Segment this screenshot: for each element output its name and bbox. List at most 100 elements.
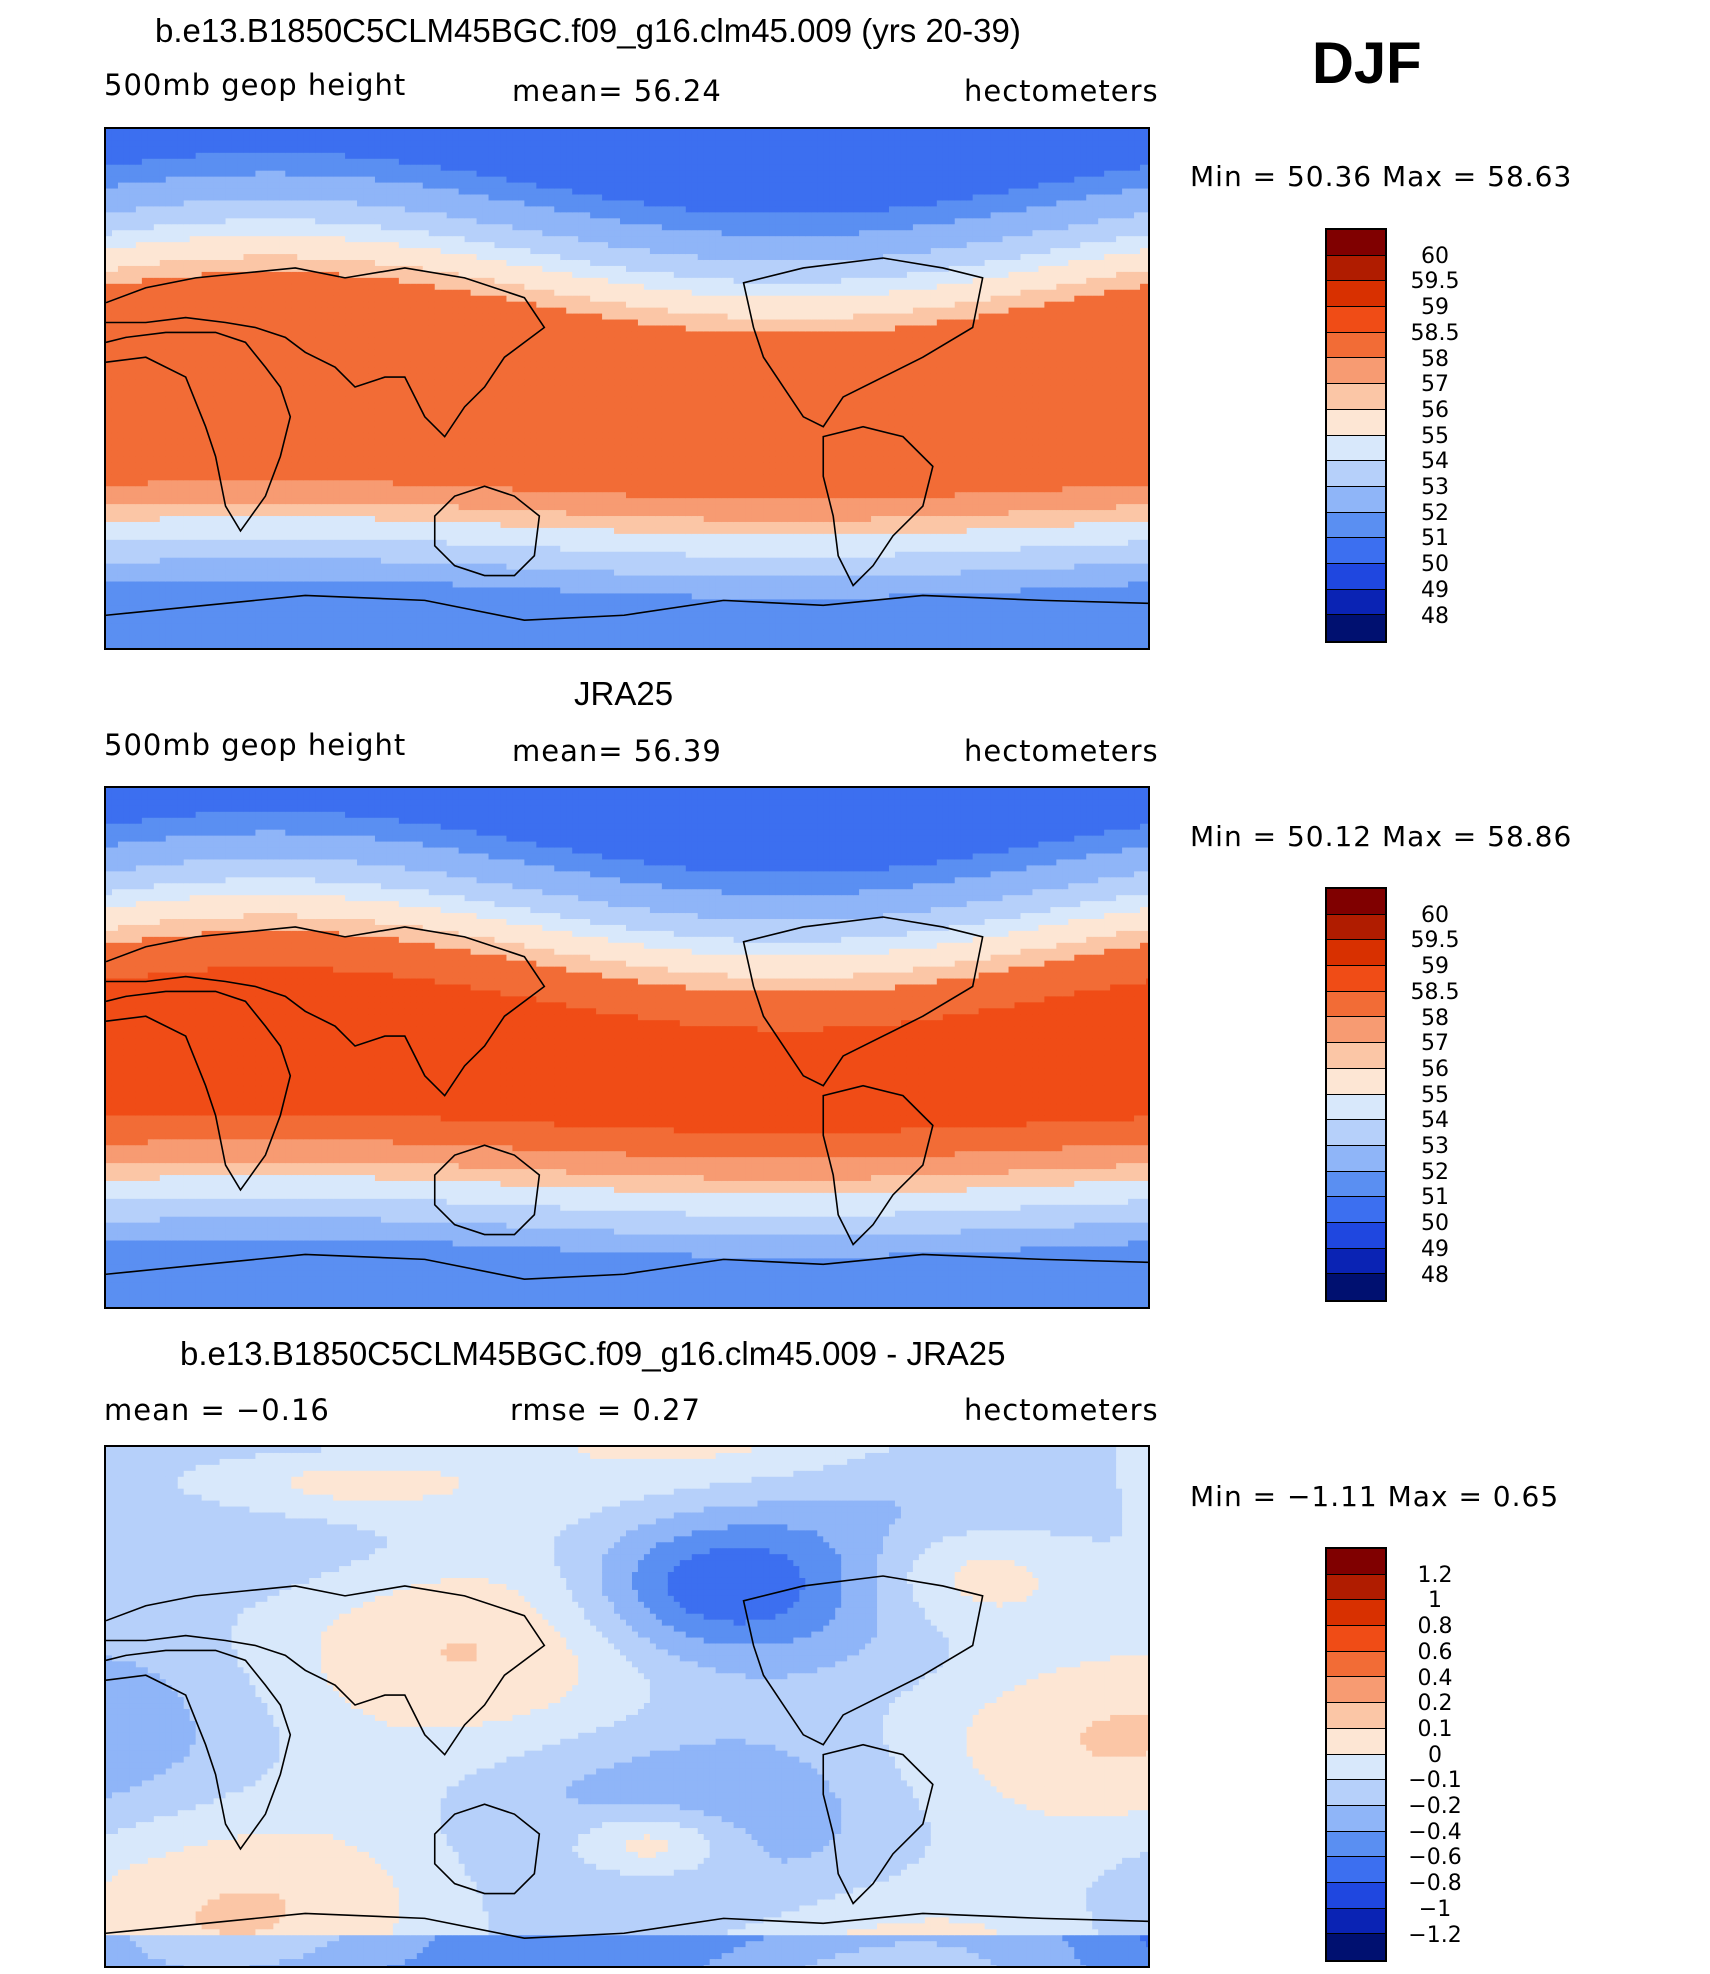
coastline: [106, 594, 1148, 622]
coastline: [106, 1912, 1148, 1940]
panel3-rmse: rmse = 0.27: [510, 1393, 701, 1427]
colorbar-2-swatch: [1327, 1197, 1385, 1223]
colorbar-label: 54: [1395, 1110, 1475, 1132]
colorbar-label: 58.5: [1395, 981, 1475, 1004]
colorbar-label: −0.6: [1395, 1847, 1475, 1869]
panel2-variable: 500mb geop height: [104, 728, 406, 762]
colorbar-2-swatch: [1327, 1145, 1385, 1172]
colorbar-label: −0.1: [1395, 1770, 1475, 1792]
colorbar-1-swatch: [1327, 281, 1385, 308]
colorbar-2-swatch: [1327, 914, 1385, 941]
colorbar-2-swatch: [1327, 1068, 1385, 1095]
colorbar-2-swatch: [1327, 1017, 1385, 1044]
colorbar-label: −0.4: [1395, 1821, 1475, 1844]
colorbar-label: 59.5: [1395, 271, 1475, 293]
colorbar-1-swatch: [1327, 589, 1385, 616]
colorbar-label: −1.2: [1395, 1924, 1475, 1947]
panel2-colorbar: [1325, 887, 1387, 1303]
panel2-mean: mean= 56.39: [512, 734, 722, 768]
colorbar-1-swatch: [1327, 230, 1385, 256]
panel1-minmax: Min = 50.36 Max = 58.63: [1190, 160, 1572, 193]
colorbar-1-swatch: [1327, 332, 1385, 359]
colorbar-1-swatch: [1327, 486, 1385, 513]
colorbar-3-swatch: [1327, 1651, 1385, 1678]
colorbar-1-swatch: [1327, 255, 1385, 282]
coastline: [742, 916, 984, 1087]
colorbar-label: 58.5: [1395, 322, 1475, 345]
panel3-mean: mean = −0.16: [104, 1393, 330, 1427]
colorbar-1-swatch: [1327, 307, 1385, 333]
coastline: [742, 257, 984, 428]
colorbar-1-swatch: [1327, 384, 1385, 410]
colorbar-2-swatch: [1327, 1274, 1385, 1300]
colorbar-label: 55: [1395, 425, 1475, 448]
panel3-units: hectometers: [964, 1393, 1159, 1427]
colorbar-1-swatch: [1327, 358, 1385, 385]
contour-field: [106, 129, 1148, 648]
colorbar-label: 60: [1395, 904, 1475, 927]
colorbar-2-swatch: [1327, 1043, 1385, 1069]
colorbar-2-swatch: [1327, 991, 1385, 1018]
colorbar-label: 1: [1395, 1590, 1475, 1612]
colorbar-label: 50: [1395, 1213, 1475, 1235]
colorbar-label: 51: [1395, 528, 1475, 550]
coastline: [106, 990, 292, 1192]
colorbar-3-swatch: [1327, 1703, 1385, 1729]
panel2-minmax: Min = 50.12 Max = 58.86: [1190, 820, 1572, 853]
colorbar-3-swatch: [1327, 1934, 1385, 1960]
colorbar-label: 0.2: [1395, 1693, 1475, 1715]
colorbar-3-swatch: [1327, 1780, 1385, 1806]
colorbar-label: 53: [1395, 477, 1475, 499]
colorbar-label: 58: [1395, 1007, 1475, 1030]
colorbar-label: −1: [1395, 1898, 1475, 1921]
colorbar-label: 56: [1395, 399, 1475, 422]
colorbar-2-swatch: [1327, 1171, 1385, 1198]
panel3-title: b.e13.B1850C5CLM45BGC.f09_g16.clm45.009 …: [180, 1335, 1006, 1373]
colorbar-label: 52: [1395, 502, 1475, 525]
colorbar-1-swatch: [1327, 435, 1385, 462]
colorbar-label: 58: [1395, 348, 1475, 371]
colorbar-1-swatch: [1327, 461, 1385, 487]
colorbar-label: 53: [1395, 1136, 1475, 1158]
coastline: [822, 1743, 934, 1905]
colorbar-1-swatch: [1327, 615, 1385, 641]
colorbar-label: 54: [1395, 451, 1475, 473]
colorbar-label: 59.5: [1395, 930, 1475, 952]
colorbar-3-swatch: [1327, 1626, 1385, 1652]
colorbar-label: 52: [1395, 1161, 1475, 1184]
colorbar-label: 57: [1395, 374, 1475, 396]
colorbar-label: 59: [1395, 297, 1475, 319]
colorbar-2-swatch: [1327, 889, 1385, 915]
panel1-colorbar: [1325, 228, 1387, 644]
contour-field: [106, 1447, 1148, 1966]
colorbar-label: 0.4: [1395, 1667, 1475, 1690]
colorbar-label: 0.8: [1395, 1616, 1475, 1638]
colorbar-label: 48: [1395, 1264, 1475, 1287]
colorbar-label: −0.8: [1395, 1873, 1475, 1895]
colorbar-label: 50: [1395, 554, 1475, 576]
colorbar-3-swatch: [1327, 1677, 1385, 1704]
colorbar-2-swatch: [1327, 1094, 1385, 1121]
colorbar-label: 57: [1395, 1033, 1475, 1055]
panel2-units: hectometers: [964, 734, 1159, 768]
coastline: [433, 1803, 541, 1895]
panel1-map: [104, 127, 1150, 650]
colorbar-3-swatch: [1327, 1754, 1385, 1781]
colorbar-3-swatch: [1327, 1549, 1385, 1575]
colorbar-1-swatch: [1327, 409, 1385, 436]
colorbar-1-swatch: [1327, 538, 1385, 564]
panel2-title: JRA25: [574, 675, 673, 713]
panel3-map: [104, 1445, 1150, 1968]
colorbar-2-swatch: [1327, 1222, 1385, 1249]
colorbar-label: 49: [1395, 579, 1475, 602]
panel1-mean: mean= 56.24: [512, 74, 722, 108]
colorbar-3-swatch: [1327, 1857, 1385, 1883]
panel1-title: b.e13.B1850C5CLM45BGC.f09_g16.clm45.009 …: [155, 12, 1021, 50]
panel1-variable: 500mb geop height: [104, 68, 406, 102]
colorbar-label: 1.2: [1395, 1564, 1475, 1587]
coastline: [742, 1575, 984, 1746]
colorbar-label: 48: [1395, 605, 1475, 628]
season-label: DJF: [1312, 30, 1422, 97]
colorbar-3-swatch: [1327, 1600, 1385, 1627]
panel2-map: [104, 786, 1150, 1309]
